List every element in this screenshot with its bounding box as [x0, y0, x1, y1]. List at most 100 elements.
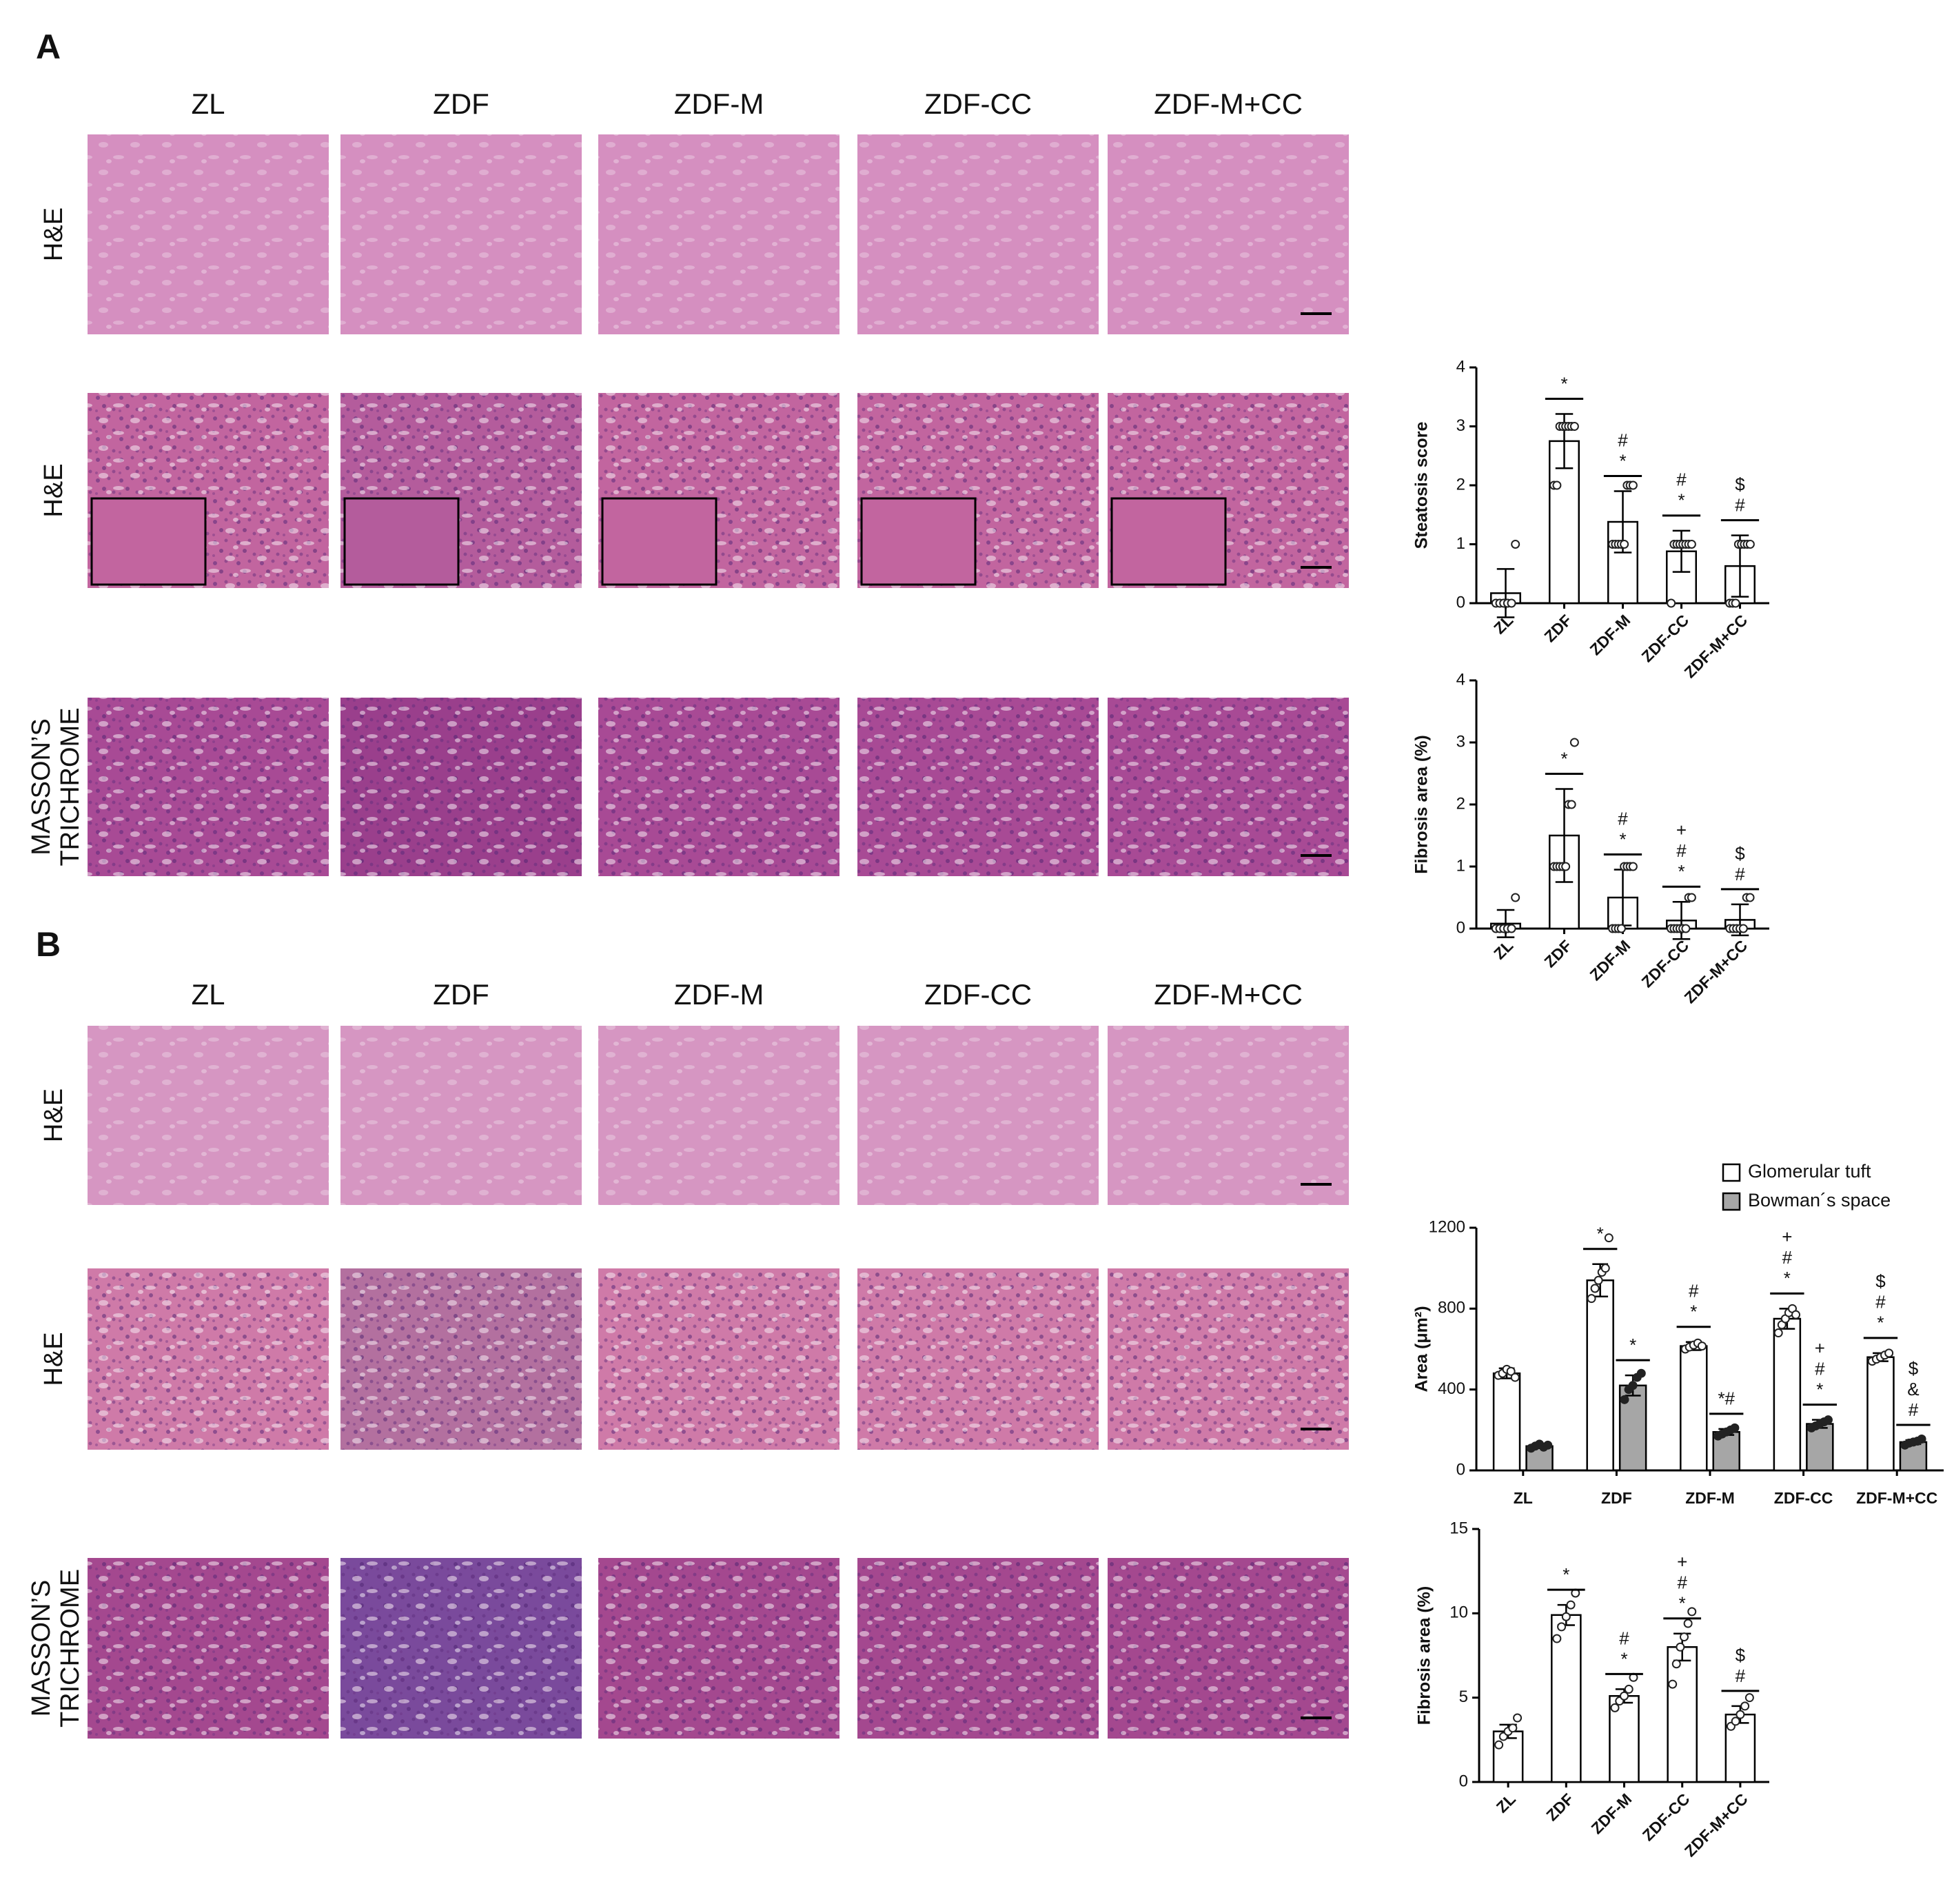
inset [601, 497, 718, 586]
micrograph-texture [88, 1268, 329, 1450]
data-point [1511, 540, 1520, 549]
column-label: ZDF-M+CC [1154, 88, 1303, 120]
column-label: ZL [191, 88, 225, 120]
data-point [1628, 862, 1638, 871]
micrograph-texture [88, 134, 329, 334]
significance-mark: # [1689, 1281, 1699, 1302]
data-point [1569, 738, 1579, 747]
x-tick-label: ZL [1493, 1790, 1519, 1816]
micrograph-texture [1108, 134, 1349, 334]
significance-mark: * [1678, 490, 1685, 511]
significance-mark: # [1735, 495, 1745, 516]
x-tick-label: ZL [1490, 611, 1516, 637]
micrograph-texture [598, 1558, 839, 1739]
significance-mark: * [1629, 1335, 1636, 1355]
significance-mark: # [1619, 1628, 1629, 1648]
y-tick-label: 0 [1459, 1772, 1468, 1790]
micrograph-texture [340, 1268, 582, 1450]
data-point [1687, 540, 1696, 549]
y-tick-label: 3 [1456, 416, 1465, 435]
significance-mark: $ [1736, 1645, 1746, 1665]
significance-mark: * [1877, 1313, 1884, 1333]
micrograph-texture [340, 134, 582, 334]
data-point [1791, 1310, 1801, 1319]
data-point [1494, 1740, 1504, 1750]
data-point [1510, 1373, 1520, 1382]
data-point [1823, 1415, 1833, 1425]
row-label-line: H&E [39, 207, 68, 261]
significance-mark: & [1907, 1379, 1919, 1399]
significance-mark: * [1619, 450, 1626, 471]
column-label: ZDF [433, 978, 489, 1011]
data-point [1624, 1684, 1634, 1694]
bar [1773, 1317, 1802, 1472]
x-tick-label: ZDF-M [1587, 1790, 1635, 1837]
micrograph-texture [340, 1026, 582, 1205]
row-label: H&E [39, 1088, 68, 1142]
micrograph-texture [857, 1026, 1099, 1205]
x-tick-label: ZDF [1540, 936, 1575, 971]
significance-mark: * [1678, 861, 1685, 882]
significance-mark: + [1676, 820, 1687, 840]
data-point [1917, 1435, 1926, 1444]
data-point [1507, 924, 1516, 933]
data-point [1567, 800, 1576, 809]
x-tick-label: ZDF [1540, 611, 1575, 645]
data-point [1740, 1701, 1750, 1711]
data-point [1773, 1328, 1783, 1338]
y-axis-label: Fibrosis area (%) [1415, 1586, 1434, 1725]
data-point [1552, 480, 1562, 490]
panel-letter: B [36, 925, 61, 964]
legend-label: Bowman´s space [1748, 1190, 1891, 1211]
y-tick-label: 1 [1456, 856, 1465, 875]
y-tick-label: 800 [1438, 1299, 1465, 1317]
data-point [1610, 1703, 1620, 1712]
significance-mark: # [1677, 1572, 1687, 1593]
data-point [1683, 1619, 1693, 1628]
bar [1667, 1646, 1698, 1783]
y-tick-label: 0 [1456, 918, 1465, 937]
x-tick-label: ZDF-CC [1638, 611, 1692, 665]
micrograph-texture [340, 1558, 582, 1739]
micrograph-texture [340, 698, 582, 876]
data-point [1600, 1264, 1610, 1273]
data-point [1594, 1275, 1603, 1285]
legend-label: Glomerular tuft [1748, 1161, 1871, 1182]
x-tick-label: ZDF-CC [1774, 1489, 1833, 1507]
row-label: MASSON’STRICHROME [27, 1569, 85, 1728]
x-tick-label: ZDF-M [1586, 936, 1634, 984]
micrograph-texture [857, 698, 1099, 876]
micrograph-texture [598, 698, 839, 876]
significance-mark: * [1816, 1379, 1823, 1400]
y-tick-label: 10 [1449, 1603, 1468, 1622]
y-axis-label: Steatosis score [1412, 422, 1432, 549]
y-tick-label: 2 [1456, 475, 1465, 494]
y-tick-label: 2 [1456, 794, 1465, 813]
significance-mark: + [1677, 1552, 1687, 1572]
data-point [1636, 1368, 1646, 1378]
data-point [1587, 1294, 1596, 1304]
data-point [1561, 1612, 1571, 1621]
significance-mark: $ [1875, 1271, 1886, 1292]
inset [90, 497, 207, 586]
micrograph-texture [1108, 1268, 1349, 1450]
significance-mark: * [1679, 1593, 1686, 1614]
data-point [1590, 1284, 1600, 1293]
y-tick-label: 1200 [1429, 1217, 1465, 1236]
data-point [1676, 1642, 1685, 1652]
micrograph-texture [88, 1558, 329, 1739]
inset [1110, 497, 1227, 586]
row-label-line: MASSON’S [27, 1580, 56, 1716]
significance-mark: # [1736, 1665, 1746, 1686]
data-point [1736, 1710, 1745, 1719]
x-tick-label: ZDF [1601, 1489, 1632, 1507]
x-tick-label: ZL [1490, 936, 1516, 962]
significance-mark: # [1618, 429, 1628, 450]
data-point [1561, 862, 1571, 871]
data-point [1507, 598, 1516, 608]
y-axis-label: Fibrosis area (%) [1412, 735, 1432, 873]
significance-mark: $ [1909, 1358, 1919, 1379]
data-point [1552, 1634, 1562, 1643]
data-point [1730, 1423, 1740, 1432]
